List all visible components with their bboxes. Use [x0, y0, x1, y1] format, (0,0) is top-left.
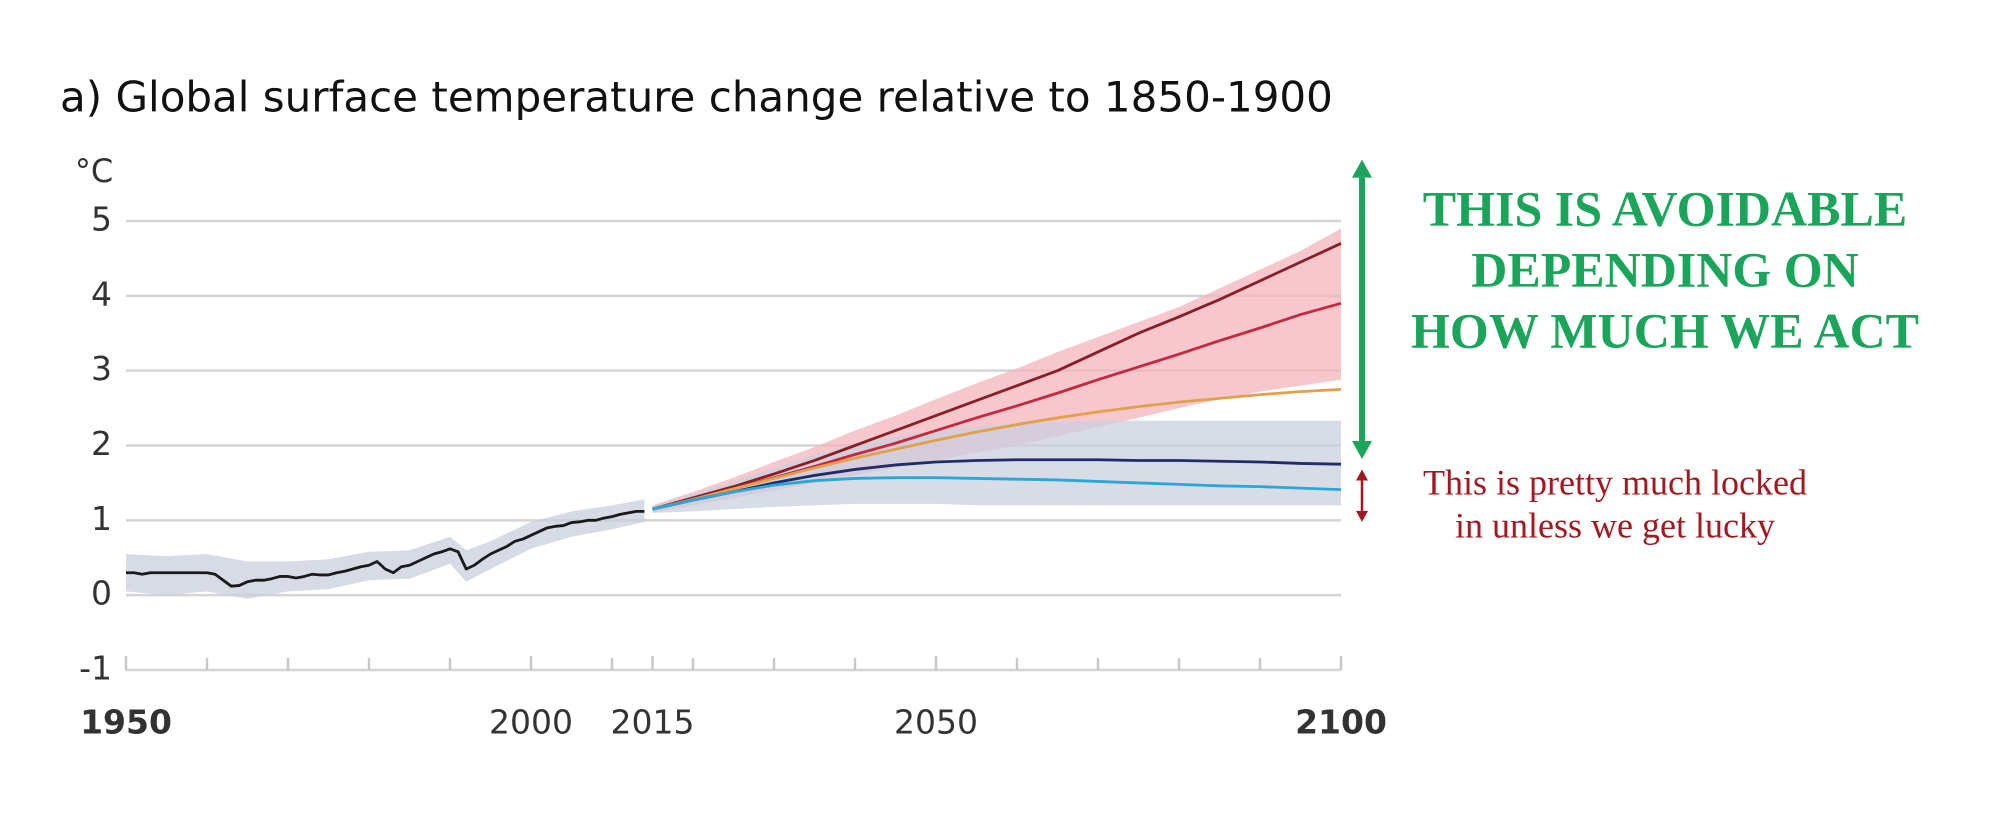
- x-tick-label: 1950: [80, 703, 172, 742]
- y-tick-label: 3: [91, 349, 112, 388]
- chart-title: a) Global surface temperature change rel…: [60, 73, 1333, 122]
- y-tick-label: 4: [91, 274, 112, 313]
- arrow-head: [1356, 469, 1368, 481]
- uncertainty-band: [126, 499, 645, 599]
- callout-heading: HOW MUCH WE ACT: [1411, 302, 1919, 358]
- arrow-head: [1352, 440, 1372, 459]
- x-tick-label: 2050: [894, 703, 978, 742]
- arrow-head: [1352, 159, 1372, 178]
- uncertainty-band: [652, 228, 1341, 513]
- callout-heading: DEPENDING ON: [1471, 241, 1859, 297]
- y-tick-label: 0: [91, 574, 112, 613]
- callout-note: in unless we get lucky: [1455, 505, 1775, 545]
- x-tick-label: 2000: [489, 703, 573, 742]
- uncertainty-band: [652, 420, 1341, 513]
- callout-note: This is pretty much locked: [1423, 462, 1807, 502]
- series-line: [652, 387, 1342, 511]
- y-tick-label: 5: [91, 200, 112, 239]
- y-tick-label: 2: [91, 424, 112, 463]
- y-tick-label: 1: [91, 499, 112, 538]
- series-line: [652, 458, 1342, 511]
- series-line: [126, 509, 645, 588]
- series-line: [652, 476, 1342, 511]
- series-line: [652, 242, 1342, 511]
- x-tick-label: 2100: [1295, 703, 1387, 742]
- y-unit: °C: [75, 152, 113, 190]
- x-tick-label: 2015: [611, 703, 695, 742]
- arrow-head: [1356, 510, 1368, 522]
- y-tick-label: -1: [79, 649, 112, 688]
- callout-heading: THIS IS AVOIDABLE: [1423, 180, 1907, 236]
